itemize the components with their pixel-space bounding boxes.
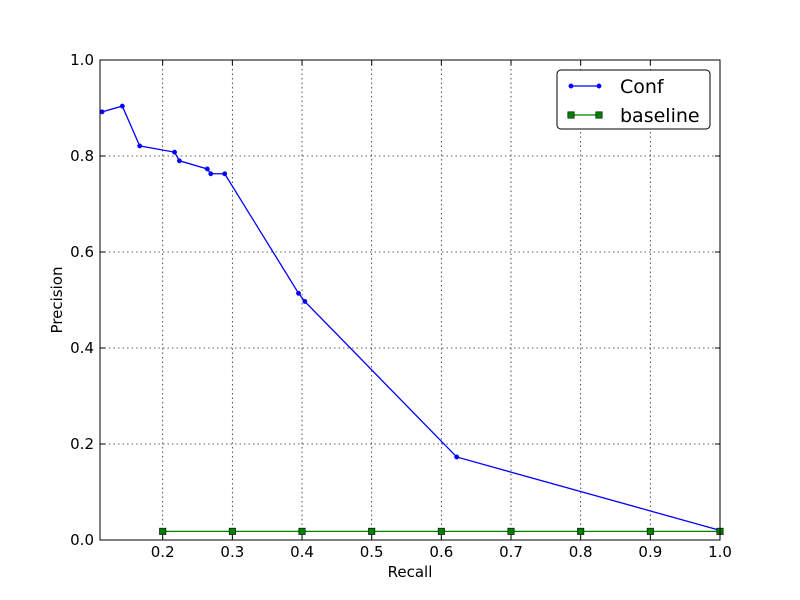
x-tick-label: 0.8 (569, 543, 593, 561)
legend-marker (596, 83, 602, 89)
tick-labels: 0.2 0.3 0.4 0.5 0.6 0.7 0.8 0.9 1.0 0.0 0.2 0.4 0.6 0… (70, 51, 732, 561)
legend-markers-baseline (567, 111, 603, 119)
data-point-baseline (577, 527, 585, 535)
plot-frame (99, 59, 721, 541)
data-point-baseline (507, 527, 515, 535)
data-point-conf (302, 298, 308, 304)
data-point-baseline (298, 527, 306, 535)
data-point-conf (172, 149, 177, 155)
data-point-conf (99, 109, 105, 115)
data-point-conf (137, 143, 143, 149)
data-point-baseline (646, 527, 654, 535)
y-tick-label: 1.0 (70, 51, 94, 69)
data-point-conf (222, 171, 228, 177)
axis-ticks (100, 59, 721, 541)
data-point-conf (119, 103, 125, 109)
legend-label-baseline: baseline (620, 105, 700, 127)
legend-marker (568, 83, 574, 89)
grid (100, 60, 720, 540)
y-tick-label: 0.2 (70, 435, 94, 453)
y-tick-label: 0.8 (70, 147, 94, 165)
y-tick-label: 0.4 (70, 339, 94, 357)
data-point-conf (204, 166, 210, 172)
series-line-conf (101, 105, 721, 532)
data-point-conf (296, 290, 301, 296)
x-tick-label: 0.3 (220, 543, 244, 561)
legend-marker (595, 111, 603, 119)
x-tick-label: 0.7 (499, 543, 523, 561)
data-point-baseline (368, 527, 376, 535)
x-tick-label: 0.9 (638, 543, 662, 561)
y-tick-label: 0.0 (70, 531, 94, 549)
y-tick-label: 0.6 (70, 243, 94, 261)
series-conf (99, 103, 723, 533)
x-tick-label: 1.0 (708, 543, 732, 561)
data-point-baseline (228, 527, 236, 535)
data-point-conf (176, 158, 182, 164)
data-point-conf (208, 171, 214, 177)
x-tick-label: 0.4 (290, 543, 314, 561)
x-axis-label: Recall (388, 563, 433, 581)
data-point-conf (454, 454, 460, 460)
legend-markers-conf (568, 83, 602, 89)
x-tick-label: 0.6 (429, 543, 453, 561)
data-point-baseline (159, 527, 167, 535)
series-baseline (159, 527, 724, 535)
y-axis-label: Precision (48, 267, 66, 334)
series-layer (99, 103, 724, 535)
legend-marker (567, 111, 575, 119)
legend-label-conf: Conf (620, 76, 665, 98)
x-tick-label: 0.2 (151, 543, 175, 561)
data-point-baseline (437, 527, 445, 535)
legend-box (556, 69, 711, 130)
legend: Conf baseline (556, 69, 711, 130)
x-tick-label: 0.5 (360, 543, 384, 561)
